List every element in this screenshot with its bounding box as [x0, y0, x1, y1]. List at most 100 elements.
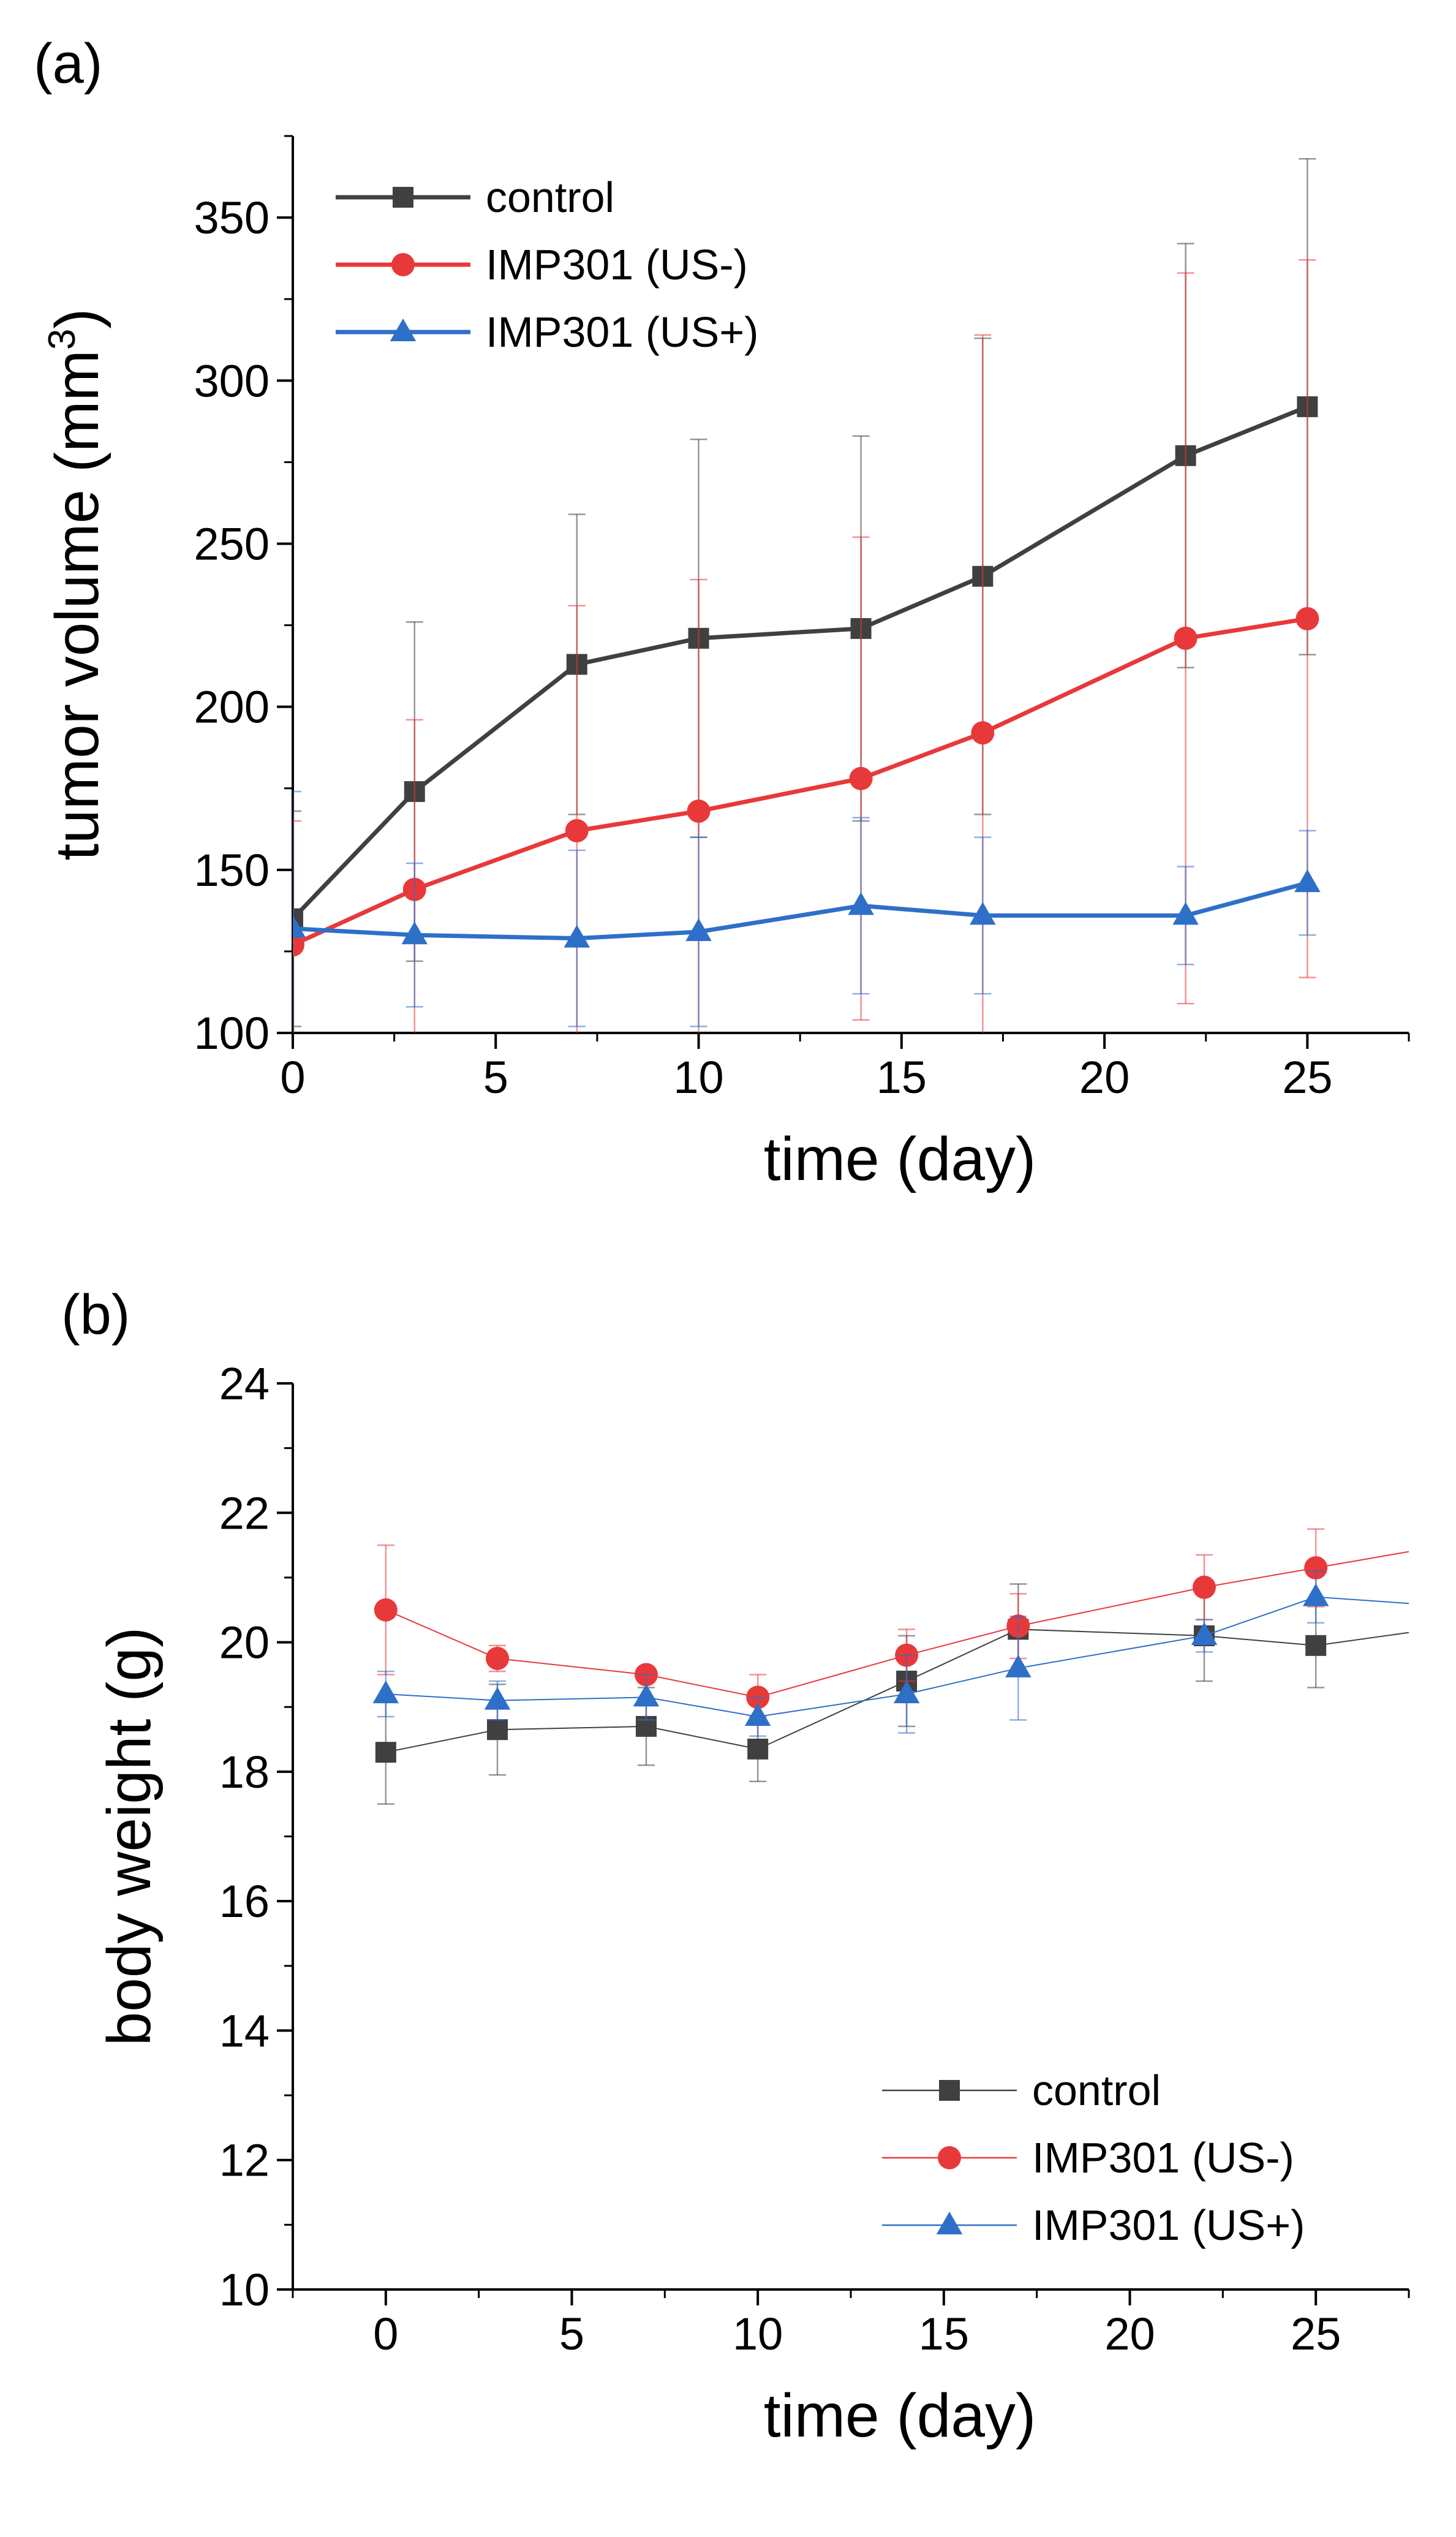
- panel-a-series-control-error-bars: [293, 158, 1316, 1027]
- panel-a-series-imp301-us: [293, 259, 1319, 1033]
- panel-b-body-weight-chart: (b) 0 5 10 15 20 25 10 12 14 16 18 20 22 24 time (day) b…: [61, 1284, 1410, 2450]
- panel-a-y-axis-label: tumor volume (mm3): [41, 308, 111, 860]
- panel-b-plot-area: [372, 1528, 1409, 1805]
- panel-a-legend-item-control-swatch-marker: [393, 187, 413, 208]
- panel-b-legend: control IMP301 (US-) IMP301 (US+): [882, 2066, 1305, 2249]
- panel-b-series-imp301-us-point: [1192, 1575, 1216, 1599]
- panel-a-series-control-line: [293, 404, 1308, 921]
- panel-a-legend: control IMP301 (US-) IMP301 (US+): [336, 173, 758, 356]
- panel-a-series-imp301-us-point: [1296, 607, 1319, 630]
- panel-a-x-tick-label: 20: [1079, 1052, 1130, 1103]
- panel-b-series-imp301-us-error-bars: [377, 1528, 1325, 1721]
- panel-a-series-imp301-us: [293, 790, 1321, 1033]
- panel-b-y-tick-label: 22: [219, 1488, 270, 1538]
- panel-b-series-imp301-us-point: [374, 1598, 398, 1622]
- panel-b-series-imp301-us: [372, 1570, 1409, 1737]
- panel-b-x-tick-label: 25: [1291, 2308, 1341, 2359]
- panel-b-legend-item-imp301-us: IMP301 (US+): [882, 2201, 1305, 2249]
- panel-a-legend-item-control-label: control: [486, 173, 614, 221]
- panel-a-y-axis-label-main: tumor volume (mm: [43, 350, 111, 860]
- panel-a-y-tick-label: 150: [194, 845, 270, 896]
- panel-b-y-axis-label: body weight (g): [95, 1627, 164, 2046]
- panel-a-series-imp301-us-point: [293, 915, 306, 938]
- panel-a-x-axis-label: time (day): [764, 1125, 1036, 1193]
- panel-a-y-tick-label: 300: [194, 355, 270, 406]
- panel-b-x-tick-label: 20: [1104, 2308, 1155, 2359]
- panel-b-legend-item-imp301-us-swatch-marker: [936, 2211, 963, 2234]
- panel-b-panel-label: (b): [61, 1284, 130, 1346]
- panel-b-series-imp301-us-point: [1304, 1556, 1328, 1580]
- panel-a-series-imp301-us-point: [971, 721, 995, 745]
- panel-b-series-imp301-us-point: [486, 1646, 510, 1670]
- panel-a-series-imp301-us-point: [687, 799, 711, 823]
- panel-a-series-imp301-us-line: [293, 616, 1308, 947]
- panel-a-series-imp301-us-point: [685, 918, 712, 941]
- panel-b-series-imp301-us-point: [893, 1680, 920, 1704]
- panel-b-x-tick-label: 15: [919, 2308, 969, 2359]
- panel-b-legend-item-control-swatch-marker: [939, 2080, 960, 2101]
- panel-b-legend-item-control-label: control: [1032, 2066, 1161, 2114]
- panel-b-legend-item-imp301-us-label: IMP301 (US+): [1032, 2201, 1305, 2249]
- panel-a-legend-item-imp301-us-label: IMP301 (US-): [486, 241, 748, 289]
- panel-b-legend-item-control: control: [882, 2066, 1161, 2114]
- panel-a-series-control: [293, 158, 1318, 1027]
- panel-a-series-imp301-us-point: [849, 766, 873, 790]
- panel-b-x-tick-label: 5: [559, 2308, 584, 2359]
- panel-a-tumor-volume-chart: (a) 0 5 10 15 20 25 100 150 200 250 300 350 time (day…: [34, 32, 1410, 1193]
- panel-a-panel-label: (a): [34, 32, 102, 95]
- panel-a-series-imp301-us-point: [565, 819, 589, 842]
- panel-b-series-control-error-bars: [377, 1583, 1325, 1805]
- panel-a-y-axis-label-sup: 3: [41, 329, 83, 350]
- panel-a-x-tick-label: 10: [673, 1052, 723, 1103]
- panel-a-series-imp301-us-line: [293, 880, 1308, 941]
- panel-b-y-tick-label: 12: [219, 2135, 270, 2186]
- panel-b-series-imp301-us: [374, 1528, 1409, 1721]
- panel-a-series-imp301-us-point: [1294, 869, 1321, 893]
- panel-a-series-imp301-us-point: [970, 902, 996, 925]
- panel-b-series-control-point: [375, 1742, 396, 1763]
- panel-b-series-imp301-us-point: [633, 1684, 660, 1707]
- panel-b-series-imp301-us-point: [1005, 1654, 1032, 1677]
- panel-a-y-tick-label: 200: [194, 682, 270, 733]
- panel-b-x-tick-label: 0: [373, 2308, 398, 2359]
- panel-b-x-tick-label: 10: [733, 2308, 783, 2359]
- panel-b-series-control-point: [1305, 1635, 1327, 1656]
- panel-a-series-imp301-us-point: [848, 892, 874, 915]
- panel-b-series-imp301-us-point: [1191, 1622, 1218, 1646]
- panel-b-y-tick-label: 14: [219, 2005, 270, 2056]
- panel-b-series-imp301-us-point: [484, 1687, 511, 1710]
- panel-b-series-imp301-us-point: [1302, 1583, 1329, 1606]
- panel-b-series-imp301-us-point: [744, 1703, 771, 1726]
- panel-a-y-tick-label: 350: [194, 192, 270, 243]
- panel-a-legend-item-imp301-us: IMP301 (US+): [336, 308, 758, 356]
- panel-a-legend-item-imp301-us-label: IMP301 (US+): [486, 308, 758, 356]
- panel-b-legend-item-imp301-us-swatch-marker: [938, 2146, 961, 2169]
- panel-a-series-imp301-us-point: [1172, 902, 1199, 925]
- panel-b-series-imp301-us-error-bars: [377, 1570, 1325, 1737]
- panel-a-series-imp301-us-point: [564, 924, 590, 948]
- panel-a-x-tick-label: 5: [483, 1052, 508, 1103]
- panel-a-series-imp301-us-error-bars: [293, 790, 1316, 1033]
- panel-b-series-control-point: [747, 1738, 769, 1760]
- panel-a-plot-area: [293, 158, 1321, 1033]
- panel-b-series-imp301-us-point: [372, 1680, 399, 1704]
- panel-a-y-axis-label-close: ): [43, 308, 111, 328]
- panel-b-legend-item-imp301-us-label: IMP301 (US-): [1032, 2134, 1294, 2182]
- panel-b-series-control-point: [487, 1719, 508, 1741]
- panel-a-legend-item-imp301-us-swatch-marker: [390, 318, 417, 341]
- panel-a-y-tick-label: 250: [194, 518, 270, 569]
- panel-b-legend-item-imp301-us: IMP301 (US-): [882, 2134, 1294, 2182]
- panel-a-series-imp301-us-error-bars: [293, 259, 1316, 1033]
- panel-a-series-imp301-us-point: [1174, 626, 1198, 650]
- panel-a-legend-item-imp301-us-swatch-marker: [391, 253, 415, 276]
- panel-b-y-axis-label-main: body weight (g): [95, 1627, 164, 2046]
- panel-a-y-tick-label: 100: [194, 1008, 270, 1059]
- panel-b-series-control: [375, 1583, 1409, 1805]
- panel-b-y-tick-label: 16: [219, 1876, 270, 1927]
- panel-b-y-tick-label: 10: [219, 2264, 270, 2315]
- panel-a-x-tick-label: 15: [877, 1052, 927, 1103]
- panel-a-legend-item-imp301-us: IMP301 (US-): [336, 241, 748, 289]
- panel-b-x-axis-label: time (day): [764, 2381, 1036, 2450]
- panel-b-y-tick-label: 24: [219, 1358, 270, 1409]
